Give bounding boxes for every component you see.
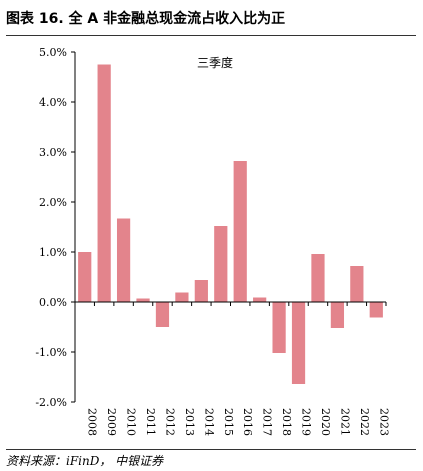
y-tick-label: 3.0% [39,146,67,159]
x-tick-label-2018: 2018 [280,408,293,436]
y-tick-label: 4.0% [39,96,67,109]
bar-2016 [233,161,247,302]
y-tick-label: -1.0% [35,346,67,359]
x-tick-label-2012: 2012 [163,408,176,436]
source-divider [6,449,416,450]
x-tick-label-2023: 2023 [377,408,390,436]
bar-2008 [78,252,92,302]
bar-2009 [97,64,111,302]
bar-2013 [175,292,189,302]
bar-2021 [330,302,345,328]
y-tick-label: 1.0% [39,246,67,259]
chart-annotation: 三季度 [197,55,233,70]
bar-2012 [155,302,170,327]
bar-2011 [136,298,150,302]
bar-2017 [253,297,267,302]
bar-2023 [369,302,383,318]
title-divider [6,35,416,36]
bar-2020 [311,254,325,302]
bar-2010 [116,218,131,302]
x-tick-label-2020: 2020 [319,408,332,436]
bar-2014 [194,280,208,302]
x-tick-label-2021: 2021 [338,408,351,436]
x-tick-label-2009: 2009 [105,408,118,436]
figure-title: 图表 16. 全 A 非金融总现金流占收入比为正 [6,11,286,27]
x-tick-label-2011: 2011 [144,408,157,436]
x-tick-label-2014: 2014 [202,408,215,436]
bar-2019 [291,302,306,384]
y-axis: -2.0% -1.0% 0.0% 1.0% 2.0% 3.0% 4.0% 5.0% [35,46,76,409]
x-tick-label-2017: 2017 [261,408,274,436]
y-tick-label: 0.0% [39,296,67,309]
x-tick-label-2022: 2022 [358,408,371,436]
y-tick-label: 2.0% [39,196,67,209]
bars [78,64,383,384]
x-tick-label-2010: 2010 [125,408,138,436]
bar-2015 [214,226,228,302]
bar-2022 [350,266,364,302]
y-tick-label: 5.0% [39,46,67,59]
x-axis: 2008 2009 2010 2011 2012 2013 2014 2015 2016 2017… [75,301,390,436]
y-tick-label: -2.0% [35,396,67,409]
x-tick-label-2015: 2015 [222,408,235,436]
source-note: 资料来源：iFinD， 中银证券 [6,454,164,468]
x-tick-label-2016: 2016 [241,408,254,436]
x-tick-label-2013: 2013 [183,408,196,436]
x-tick-label-2008: 2008 [86,408,99,436]
x-tick-label-2019: 2019 [300,408,313,436]
bar-2018 [272,302,286,353]
